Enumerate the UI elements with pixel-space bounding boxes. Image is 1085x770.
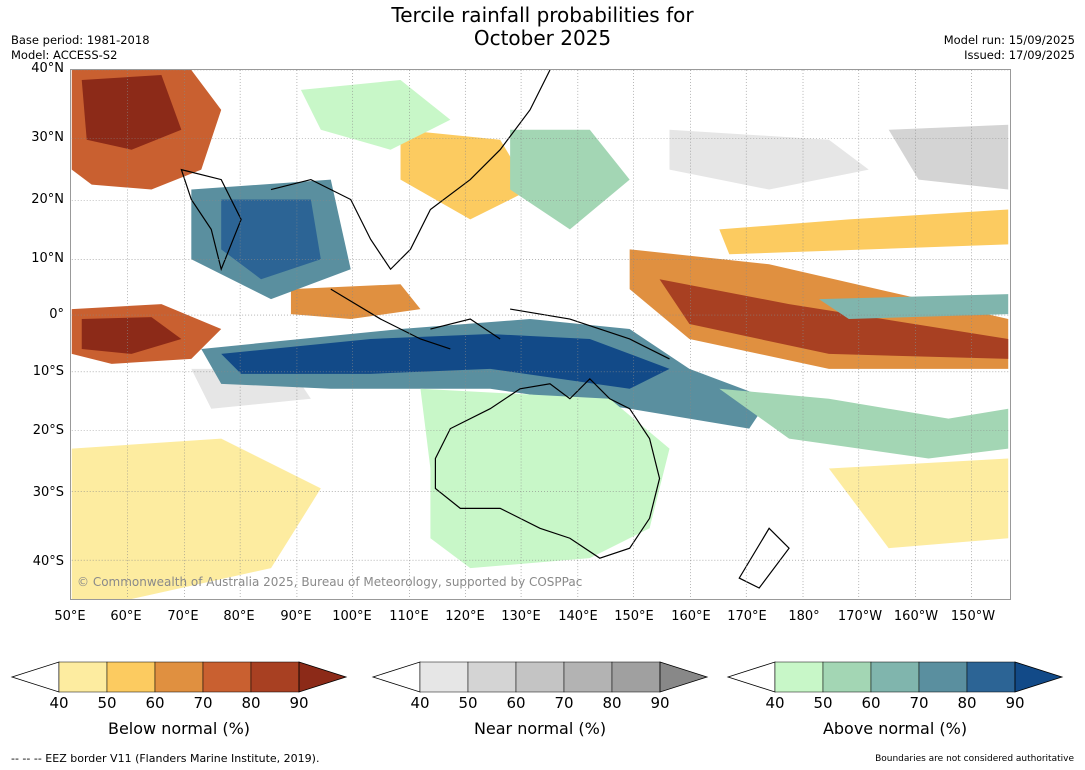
- rainfall-map: [70, 69, 1011, 600]
- eez-border-note: -- -- -- EEZ border V11 (Flanders Marine…: [11, 752, 320, 765]
- lon-label: 140°E: [558, 609, 598, 624]
- colorbar-tick: 50: [813, 694, 833, 712]
- colorbar-tick: 90: [1005, 694, 1025, 712]
- colorbar-strip: [10, 661, 1064, 693]
- map-title: Tercile rainfall probabilities for Octob…: [0, 4, 1085, 50]
- colorbar-label-above: Above normal (%): [822, 719, 968, 738]
- lon-label: 170°W: [837, 609, 883, 624]
- asia-coastline: [270, 70, 551, 271]
- colorbar-tick: 50: [97, 694, 117, 712]
- australia-outline: [434, 377, 661, 559]
- colorbar-below: [10, 661, 348, 693]
- issued-date: Issued: 17/09/2025: [964, 48, 1075, 62]
- colorbar-tick: 80: [602, 694, 622, 712]
- lat-label: 10°S: [32, 364, 64, 379]
- colorbar-tick: 60: [506, 694, 526, 712]
- title-line-2: October 2025: [473, 26, 612, 50]
- lon-label: 160°W: [893, 609, 939, 624]
- indonesia-coastline: [330, 288, 451, 350]
- graticule: [71, 70, 1010, 599]
- colorbar-above: [726, 661, 1064, 693]
- colorbar-tick: 40: [765, 694, 785, 712]
- base-period: Base period: 1981-2018: [11, 33, 150, 47]
- lon-label: 150°E: [614, 609, 654, 624]
- colorbar-near: [371, 661, 709, 693]
- colorbar-tick: 80: [957, 694, 977, 712]
- meta-right: Model run: 15/09/2025 Issued: 17/09/2025: [944, 33, 1075, 63]
- colorbar-label-below: Below normal (%): [107, 719, 251, 738]
- lon-label: 130°E: [501, 609, 541, 624]
- colorbar-tick: 90: [289, 694, 309, 712]
- india-outline: [180, 168, 242, 272]
- model-run: Model run: 15/09/2025: [943, 33, 1075, 47]
- lon-label: 120°E: [445, 609, 485, 624]
- boundaries-disclaimer: Boundaries are not considered authoritat…: [875, 754, 1074, 764]
- lat-label: 40°S: [32, 554, 64, 569]
- lon-label: 150°W: [950, 609, 996, 624]
- colorbar-tick: 70: [193, 694, 213, 712]
- lon-label: 60°E: [110, 609, 142, 624]
- lon-label: 50°E: [54, 609, 86, 624]
- new-zealand-outline: [738, 527, 790, 589]
- lat-label: 0°: [49, 307, 64, 322]
- lon-label: 70°E: [167, 609, 199, 624]
- lat-label: 30°S: [32, 485, 64, 500]
- lon-label: 110°E: [389, 609, 429, 624]
- title-line-1: Tercile rainfall probabilities for: [391, 3, 694, 27]
- lon-label: 100°E: [332, 609, 372, 624]
- lon-label: 170°E: [727, 609, 767, 624]
- colorbar-tick: 60: [861, 694, 881, 712]
- colorbar-tick: 40: [49, 694, 69, 712]
- lat-label: 10°N: [31, 251, 64, 266]
- lat-label: 40°N: [31, 61, 64, 76]
- colorbar-tick: 70: [554, 694, 574, 712]
- colorbar-tick: 60: [145, 694, 165, 712]
- colorbar-label-near: Near normal (%): [473, 719, 607, 738]
- model-name: Model: ACCESS-S2: [11, 48, 118, 62]
- lat-label: 30°N: [31, 130, 64, 145]
- colorbar-tick: 90: [650, 694, 670, 712]
- colorbar-tick: 70: [909, 694, 929, 712]
- lat-label: 20°S: [32, 423, 64, 438]
- meta-left: Base period: 1981-2018 Model: ACCESS-S2: [11, 33, 150, 63]
- colorbar-tick: 50: [458, 694, 478, 712]
- lon-label: 180°: [788, 609, 820, 624]
- lat-label: 20°N: [31, 192, 64, 207]
- lon-label: 80°E: [223, 609, 255, 624]
- colorbar-tick: 80: [241, 694, 261, 712]
- lon-label: 90°E: [280, 609, 312, 624]
- copyright-credit: © Commonwealth of Australia 2025, Bureau…: [77, 575, 583, 589]
- colorbar-tick: 40: [410, 694, 430, 712]
- lon-label: 160°E: [671, 609, 711, 624]
